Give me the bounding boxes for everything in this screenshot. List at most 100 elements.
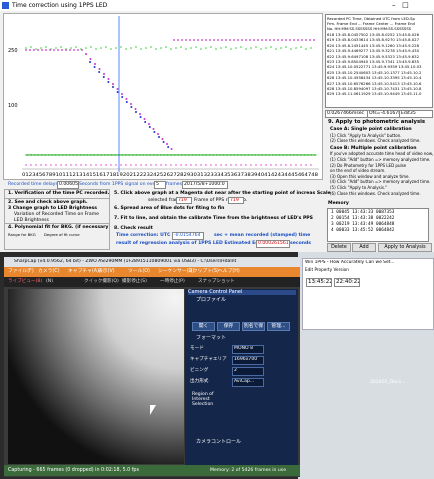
dot [299, 154, 302, 156]
dot [140, 154, 142, 156]
dot [213, 39, 215, 41]
dot [177, 39, 179, 41]
dot [245, 164, 247, 166]
dot [99, 154, 101, 156]
dot [170, 154, 173, 156]
tool-item[interactable]: 撮影停止(S) [122, 279, 147, 284]
menu-item[interactable]: スクリプト(S) [188, 269, 219, 274]
dot [205, 47, 207, 49]
dot [65, 164, 67, 166]
dot [225, 46, 227, 48]
dot [189, 39, 191, 41]
tool-item[interactable]: スナップショット [198, 279, 235, 284]
dot [306, 154, 309, 156]
dot [280, 164, 282, 166]
dot [155, 164, 157, 166]
dot [257, 39, 259, 41]
dot [102, 154, 104, 156]
menu-item[interactable]: ヘルプ(H) [218, 269, 240, 274]
button[interactable]: Apply to Analysis [378, 243, 432, 252]
dot [103, 154, 106, 156]
other-time: 22:40:22 [334, 278, 360, 287]
tool-item[interactable]: ライブビュー(B) [8, 279, 43, 284]
panel-button[interactable]: 管理... [267, 322, 290, 331]
tool-item[interactable]: 一時停止(P) [160, 279, 185, 284]
dot [270, 164, 272, 166]
dot [85, 164, 87, 166]
list-header: No. HH:MM:SS.SSSSSSS HH:MM:SS.SSSSSSS [327, 26, 412, 31]
panel-button[interactable]: 開く [192, 322, 215, 331]
dot [175, 47, 177, 49]
menu-item[interactable]: カメラ(C) [38, 269, 60, 274]
dot [172, 154, 174, 156]
memory-row: 3 00219 13:43:49 0064848 [331, 222, 395, 227]
dot [245, 48, 247, 50]
dot [215, 164, 217, 166]
dot [275, 48, 277, 50]
panel-value: 1696x700 [232, 356, 264, 365]
dot [116, 154, 118, 156]
dot [95, 154, 97, 156]
dot [301, 39, 303, 41]
dot [277, 154, 279, 156]
dot [40, 164, 42, 166]
panel-key: Selection [192, 402, 214, 407]
dot [303, 154, 306, 156]
menu-item[interactable]: 表示(V) [98, 269, 115, 274]
menu-item[interactable]: キャプチャ(A) [68, 269, 99, 274]
list-row: 619 13:45.8.0433614 13:45.8.9270 13:45.8… [327, 37, 420, 43]
dot [63, 154, 65, 156]
menu-item[interactable]: シーケンサー(Q) [158, 269, 195, 274]
dot [98, 154, 100, 156]
apply-line: (4) Click "Add" button => memory analyze… [330, 179, 431, 185]
tool-item[interactable]: クイック撮影(Q) [84, 279, 119, 284]
dot [157, 133, 159, 135]
menu-item[interactable]: ファイル(F) [8, 269, 34, 274]
dot [110, 164, 112, 166]
tool-item[interactable]: (N) [46, 279, 54, 284]
list-header: Recorded PC Time, Obtained UTC from LED-… [327, 16, 415, 21]
dot [204, 154, 206, 156]
dot [110, 48, 112, 50]
dot [205, 164, 207, 166]
dot [197, 39, 199, 41]
panel-button[interactable]: 保存 [217, 322, 240, 331]
dot [289, 39, 291, 41]
panel-section: プロファイル [196, 297, 227, 303]
dot [217, 39, 219, 41]
dot [165, 46, 167, 48]
dot [74, 154, 76, 156]
dot [249, 39, 251, 41]
dot [91, 154, 93, 156]
dot [123, 154, 125, 156]
dot [249, 154, 251, 156]
panel-button[interactable]: 別名で保 [242, 322, 265, 331]
button[interactable]: Add [352, 243, 376, 252]
dot [268, 154, 271, 156]
y-tick-label: 250 [8, 48, 18, 54]
dot [103, 73, 105, 75]
window-controls[interactable]: – □ [392, 1, 409, 9]
dot [218, 154, 220, 156]
dot [29, 154, 31, 156]
dot [175, 154, 177, 156]
dot [259, 154, 261, 156]
dot [310, 154, 313, 156]
dot [49, 154, 51, 156]
dot [152, 154, 155, 156]
dot [151, 154, 153, 156]
dot [250, 154, 253, 156]
step: 2. See and check above graph. [8, 200, 88, 205]
dot [294, 154, 296, 156]
memory-row: 4 00033 13:45:52 0064842 [331, 228, 395, 233]
dot [273, 154, 275, 156]
dot [88, 154, 90, 156]
dot [134, 108, 137, 110]
button[interactable]: Delete [327, 243, 351, 252]
dot [225, 154, 227, 156]
dot [50, 154, 52, 156]
memory-box [327, 208, 429, 242]
dot [115, 47, 117, 49]
menu-item[interactable]: ツール(O) [128, 269, 150, 274]
dot [246, 154, 248, 156]
